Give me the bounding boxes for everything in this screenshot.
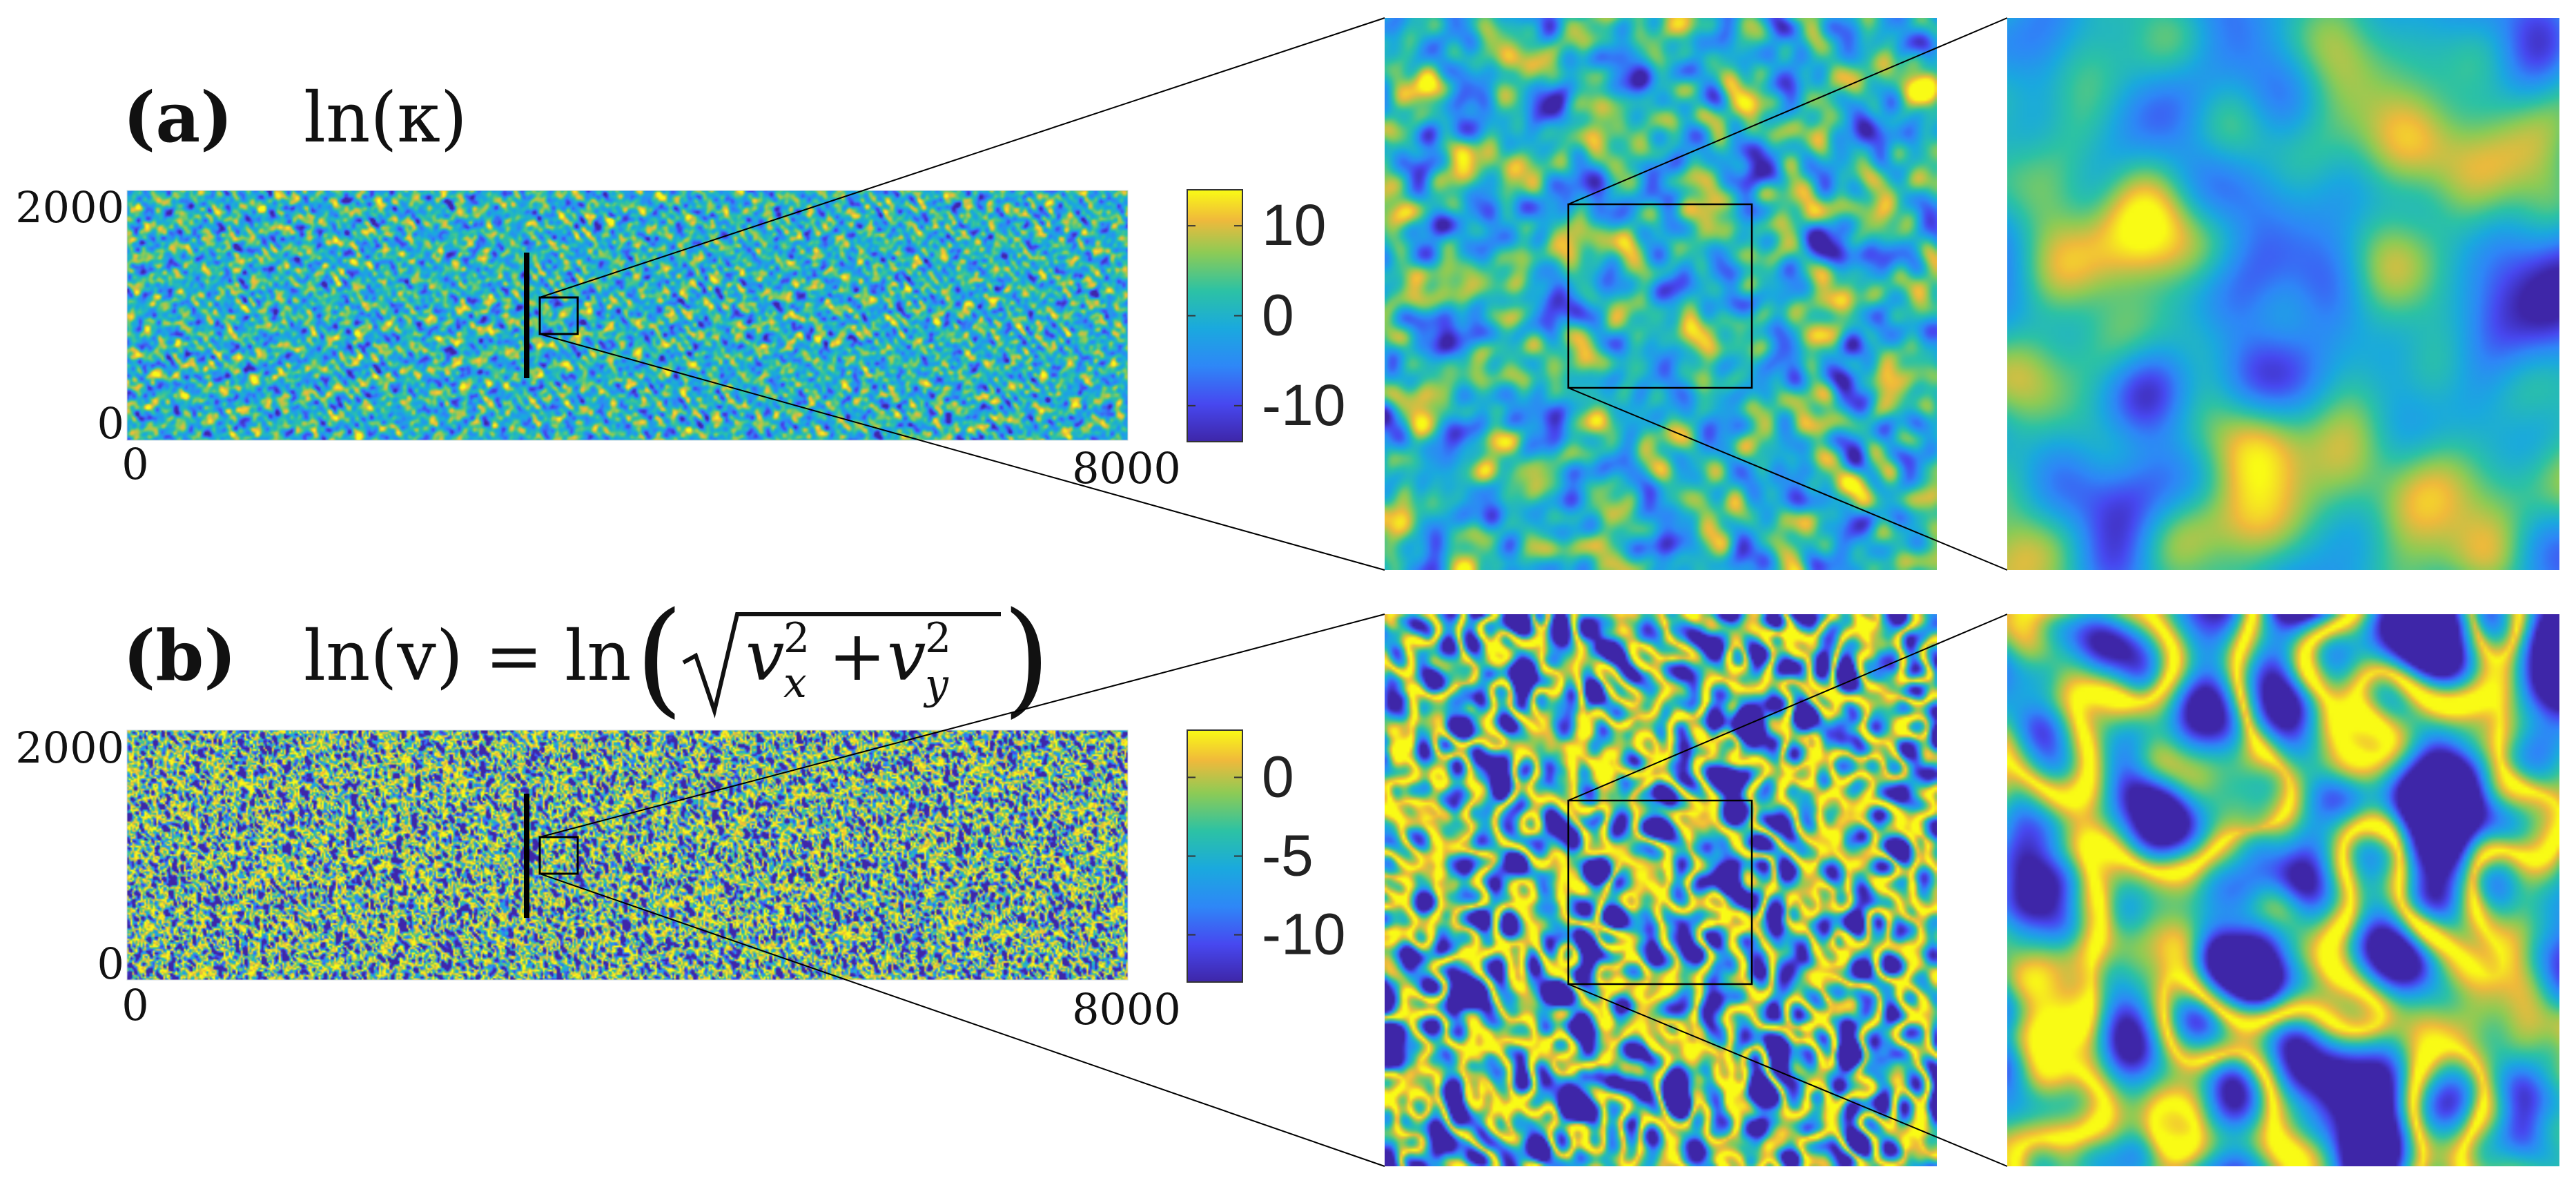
panel-a-connector2-bottom — [1568, 387, 2008, 571]
panel-b-label: (b) — [123, 615, 237, 696]
panel-a-zoom-box-1 — [538, 296, 579, 335]
panel-b-xtick-right: 8000 — [1072, 984, 1181, 1034]
colorbar-tick-label: 10 — [1262, 193, 1326, 257]
panel-b-zoom-box-1 — [538, 836, 579, 875]
panel-b: (b) ln(v) = ln ( v 2 x + v 2 y ) 2000 0 … — [15, 586, 2559, 1167]
panel-b-zoom2-heatmap — [2007, 614, 2559, 1166]
panel-b-zoom-box-2 — [1567, 799, 1753, 985]
panel-a: (a) ln(κ) 2000 0 0 8000 10 0 -10 — [15, 17, 2559, 571]
panel-b-main-frame — [126, 729, 1129, 981]
panel-b-colorbar-ticks: 0 -5 -10 — [1187, 744, 1345, 967]
panel-a-colorbar-ticks: 10 0 -10 — [1187, 193, 1345, 438]
panel-a-zoom2-heatmap — [2007, 18, 2559, 570]
panel-b-vy-sup: 2 — [925, 614, 951, 663]
panel-b-right-paren: ) — [1002, 586, 1051, 730]
panel-b-vy-sub: y — [923, 660, 949, 709]
panel-b-colorbar — [1187, 729, 1243, 983]
panel-a-connector2-top — [1568, 17, 2008, 205]
panel-a-main-frame — [126, 190, 1129, 441]
panel-a-ytick-bottom: 0 — [97, 398, 124, 449]
panel-a-label: (a) — [123, 77, 233, 158]
panel-b-ytick-bottom: 0 — [97, 939, 124, 989]
panel-a-connector-top — [539, 17, 1385, 298]
panel-a-xtick-right: 8000 — [1072, 443, 1181, 493]
colorbar-tick-label: -10 — [1262, 902, 1345, 967]
panel-b-zoom1-heatmap — [1385, 614, 1937, 1166]
colorbar-tick-label: -10 — [1262, 373, 1345, 438]
panel-b-connector2-bottom — [1568, 983, 2008, 1167]
panel-a-colorbar — [1187, 189, 1243, 442]
colorbar-tick-label: 0 — [1262, 283, 1294, 348]
panel-b-sqrt-sign — [682, 612, 1001, 718]
panel-a-zoom1-heatmap — [1385, 18, 1937, 570]
panel-b-connector2-top — [1568, 614, 2008, 801]
panel-a-expression: ln(κ) — [304, 77, 467, 158]
panel-b-vx-sup: 2 — [783, 614, 810, 663]
panel-b-left-paren: ( — [635, 586, 683, 730]
panel-b-connector-top — [539, 614, 1385, 838]
panel-a-ytick-top: 2000 — [15, 182, 124, 233]
panel-b-ytick-top: 2000 — [15, 723, 124, 773]
panel-a-main-heatmap — [127, 190, 1128, 440]
colorbar-tick-label: 0 — [1262, 744, 1294, 809]
panel-b-vy: v — [887, 616, 926, 696]
panel-b-xtick-left: 0 — [121, 980, 148, 1030]
colorbar-tick-label: -5 — [1262, 823, 1314, 888]
panel-b-plus: + — [828, 616, 886, 696]
panel-b-connector-bottom — [539, 873, 1385, 1167]
panel-b-main-heatmap — [127, 730, 1128, 980]
panel-a-connector-bottom — [539, 333, 1385, 571]
panel-b-vx-sub: x — [783, 659, 807, 707]
panel-b-expression: ln(v) = ln ( v 2 x + v 2 y ) — [304, 586, 1051, 730]
panel-a-zoom-box-2 — [1567, 203, 1753, 389]
panel-a-xtick-left: 0 — [121, 439, 148, 489]
panel-b-expression-lhs: ln(v) = ln — [304, 616, 632, 696]
panel-b-vx: v — [745, 616, 785, 696]
